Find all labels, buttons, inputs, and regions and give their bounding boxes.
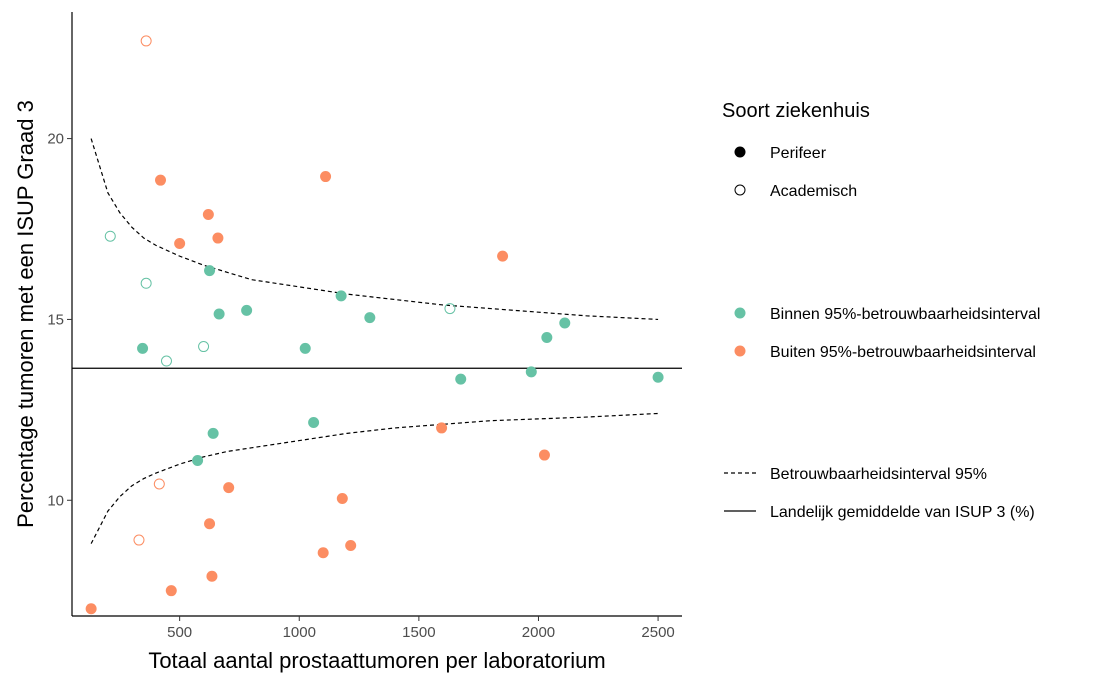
data-point-buiten-perifeer (223, 482, 235, 494)
y-tick-label: 10 (47, 492, 64, 509)
data-point-binnen-academisch (104, 230, 116, 242)
ci-lower-line (90, 412, 659, 544)
data-point-buiten-perifeer (204, 518, 216, 530)
data-point-buiten-perifeer (436, 422, 448, 434)
x-tick-label: 1500 (402, 624, 435, 641)
legend-perifeer-key (734, 146, 746, 158)
data-point-binnen-perifeer (137, 342, 149, 354)
data-point-binnen-perifeer (559, 317, 571, 329)
x-axis-title: Totaal aantal prostaattumoren per labora… (148, 648, 605, 673)
data-point-buiten-perifeer (317, 547, 329, 559)
data-point-binnen-perifeer (204, 265, 216, 277)
legend-buiten-key (734, 345, 746, 357)
legend-binnen-key (734, 307, 746, 319)
data-point-binnen-perifeer (308, 417, 320, 428)
data-point-buiten-academisch (140, 35, 152, 47)
data-point-binnen-academisch (140, 277, 152, 289)
data-point-buiten-perifeer (174, 237, 186, 249)
y-tick-label: 20 (47, 131, 64, 148)
data-point-binnen-perifeer (299, 342, 311, 354)
data-point-binnen-perifeer (455, 373, 467, 385)
data-point-binnen-perifeer (525, 366, 537, 378)
data-point-buiten-perifeer (336, 492, 348, 504)
legend-binnen-label: Binnen 95%-betrouwbaarheidsinterval (770, 306, 1040, 323)
data-point-binnen-academisch (160, 355, 172, 367)
axes: 500 1000 1500 2000 2500 10 15 20 (47, 12, 682, 641)
data-point-binnen-perifeer (364, 312, 376, 324)
data-point-binnen-perifeer (241, 304, 253, 316)
data-point-binnen-perifeer (213, 308, 225, 320)
data-point-buiten-academisch (153, 478, 165, 490)
legend-ci-label: Betrouwbaarheidsinterval 95% (770, 466, 987, 483)
legend-academisch-key (734, 184, 746, 196)
plot-area (72, 35, 682, 615)
data-point-binnen-perifeer (192, 454, 204, 466)
x-tick-label: 1000 (283, 624, 316, 641)
data-point-buiten-perifeer (345, 539, 357, 551)
y-tick-label: 15 (47, 311, 64, 328)
data-point-buiten-perifeer (212, 232, 224, 244)
data-point-buiten-perifeer (497, 250, 509, 262)
data-point-binnen-perifeer (335, 290, 347, 302)
data-point-buiten-perifeer (165, 585, 177, 597)
data-point-buiten-perifeer (206, 570, 218, 582)
y-axis-title: Percentage tumoren met een ISUP Graad 3 (13, 100, 38, 528)
data-point-binnen-academisch (198, 341, 210, 353)
data-point-buiten-perifeer (202, 209, 214, 221)
data-point-buiten-perifeer (538, 449, 550, 461)
legend-average-label: Landelijk gemiddelde van ISUP 3 (%) (770, 504, 1035, 521)
data-point-buiten-perifeer (320, 171, 332, 183)
legend-perifeer-label: Perifeer (770, 145, 827, 162)
data-point-binnen-perifeer (541, 332, 553, 344)
legend-title: Soort ziekenhuis (722, 100, 870, 122)
x-tick-label: 2000 (522, 624, 555, 641)
data-point-buiten-perifeer (85, 603, 97, 615)
ci-upper-line (90, 138, 659, 321)
data-point-binnen-perifeer (652, 371, 664, 383)
x-tick-label: 2500 (641, 624, 674, 641)
x-tick-label: 500 (167, 624, 192, 641)
data-point-buiten-perifeer (155, 174, 167, 186)
data-point-binnen-academisch (444, 303, 456, 315)
legend: Soort ziekenhuis Perifeer Academisch Bin… (722, 100, 1040, 521)
legend-buiten-label: Buiten 95%-betrouwbaarheidsinterval (770, 344, 1036, 361)
data-point-binnen-perifeer (207, 427, 219, 439)
legend-academisch-label: Academisch (770, 183, 857, 200)
data-point-buiten-academisch (133, 534, 145, 546)
